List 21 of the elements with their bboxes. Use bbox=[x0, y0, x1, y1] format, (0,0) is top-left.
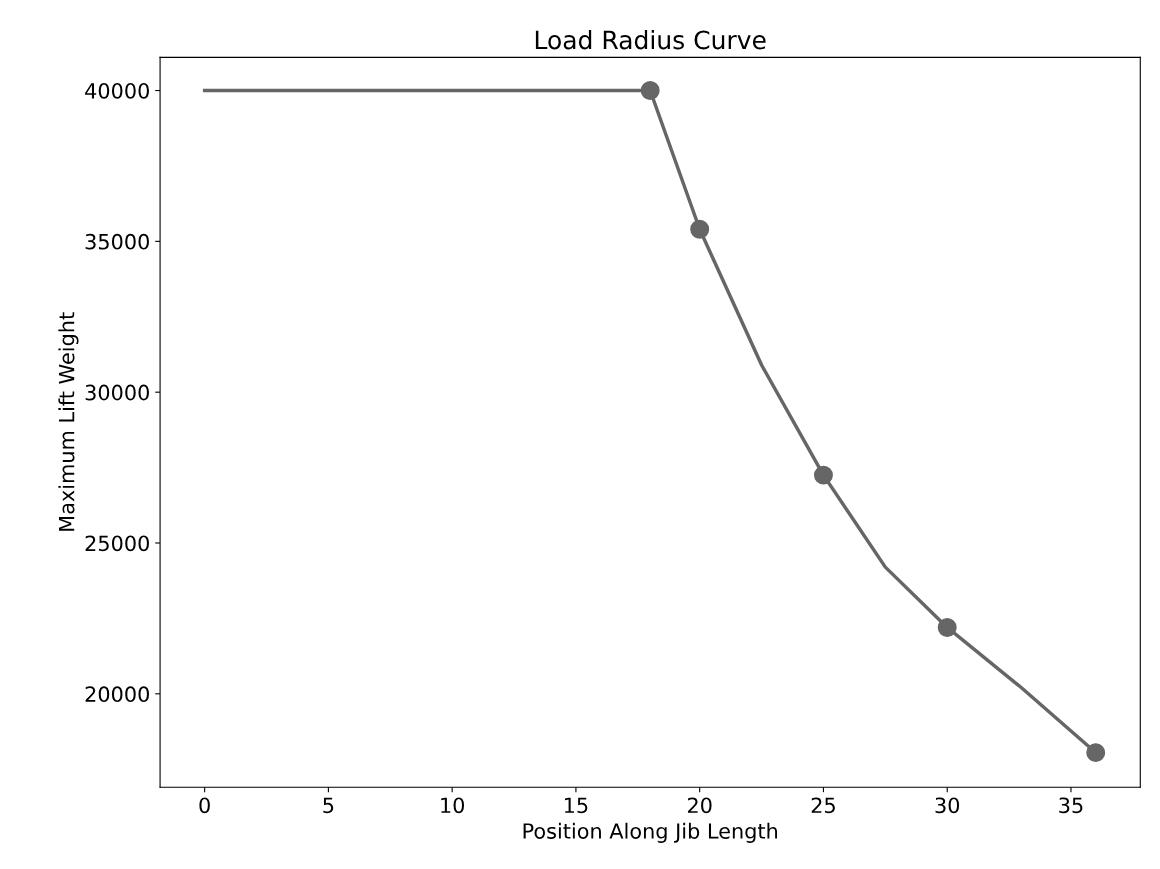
point bbox=[813, 465, 833, 485]
point bbox=[937, 617, 957, 637]
point bbox=[640, 81, 660, 101]
x-tick-label: 20 bbox=[687, 797, 712, 814]
chart-title: Load Radius Curve bbox=[535, 30, 766, 50]
y-tick-label: 30000 bbox=[85, 384, 149, 401]
x-tick-label: 30 bbox=[935, 797, 960, 814]
y-tick-label: 20000 bbox=[85, 686, 149, 703]
x-tick-label: 35 bbox=[1059, 797, 1083, 814]
point bbox=[690, 219, 710, 239]
y-tick-label: 25000 bbox=[85, 535, 149, 552]
x-axis-title: Position Along Jib Length bbox=[523, 822, 778, 843]
x-tick-label: 0 bbox=[199, 797, 210, 814]
y-tick-label: 35000 bbox=[85, 233, 149, 250]
x-tick-label: 5 bbox=[323, 797, 334, 814]
x-tick-label: 15 bbox=[564, 797, 588, 814]
x-tick-label: 25 bbox=[811, 797, 835, 814]
point bbox=[1086, 743, 1106, 763]
y-tick-label: 40000 bbox=[85, 82, 149, 99]
y-axis-title: Maximum Lift Weight bbox=[58, 312, 79, 531]
x-tick-label: 10 bbox=[441, 797, 465, 814]
